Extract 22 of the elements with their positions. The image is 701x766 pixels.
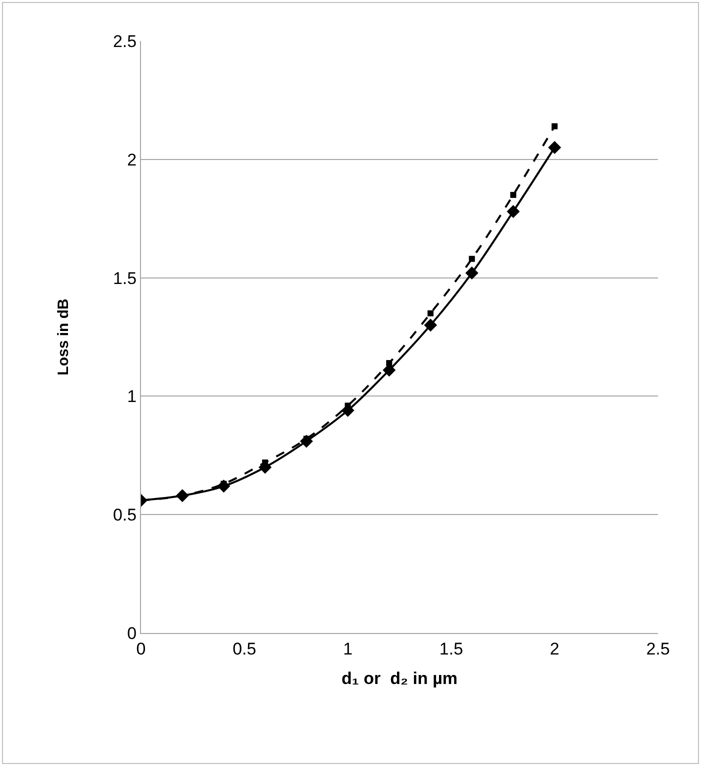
point	[428, 310, 434, 316]
x-tick-label: 1	[343, 639, 353, 658]
point	[468, 256, 475, 262]
y-tick-label: 1.5	[112, 268, 137, 288]
point	[424, 318, 438, 332]
y-tick-label: 2	[127, 150, 137, 170]
x-tick-label: 1.5	[439, 639, 464, 658]
point	[548, 141, 562, 154]
y-tick-label: 1	[127, 387, 137, 406]
x-axis-title: d₁ or d₂ in µm	[342, 668, 458, 688]
point	[386, 360, 392, 366]
point	[465, 266, 478, 280]
x-tick-label: 0.5	[232, 639, 256, 658]
x-tick-label: 2.5	[646, 639, 670, 658]
y-tick-label: 2.5	[112, 32, 137, 51]
point	[510, 192, 516, 198]
y-tick-label: 0	[127, 624, 137, 643]
y-tick-label: 0.5	[112, 506, 137, 525]
y-axis-title: Loss in dB	[55, 298, 72, 376]
x-tick-label: 2	[550, 639, 560, 658]
point	[506, 205, 520, 218]
point	[552, 123, 558, 130]
